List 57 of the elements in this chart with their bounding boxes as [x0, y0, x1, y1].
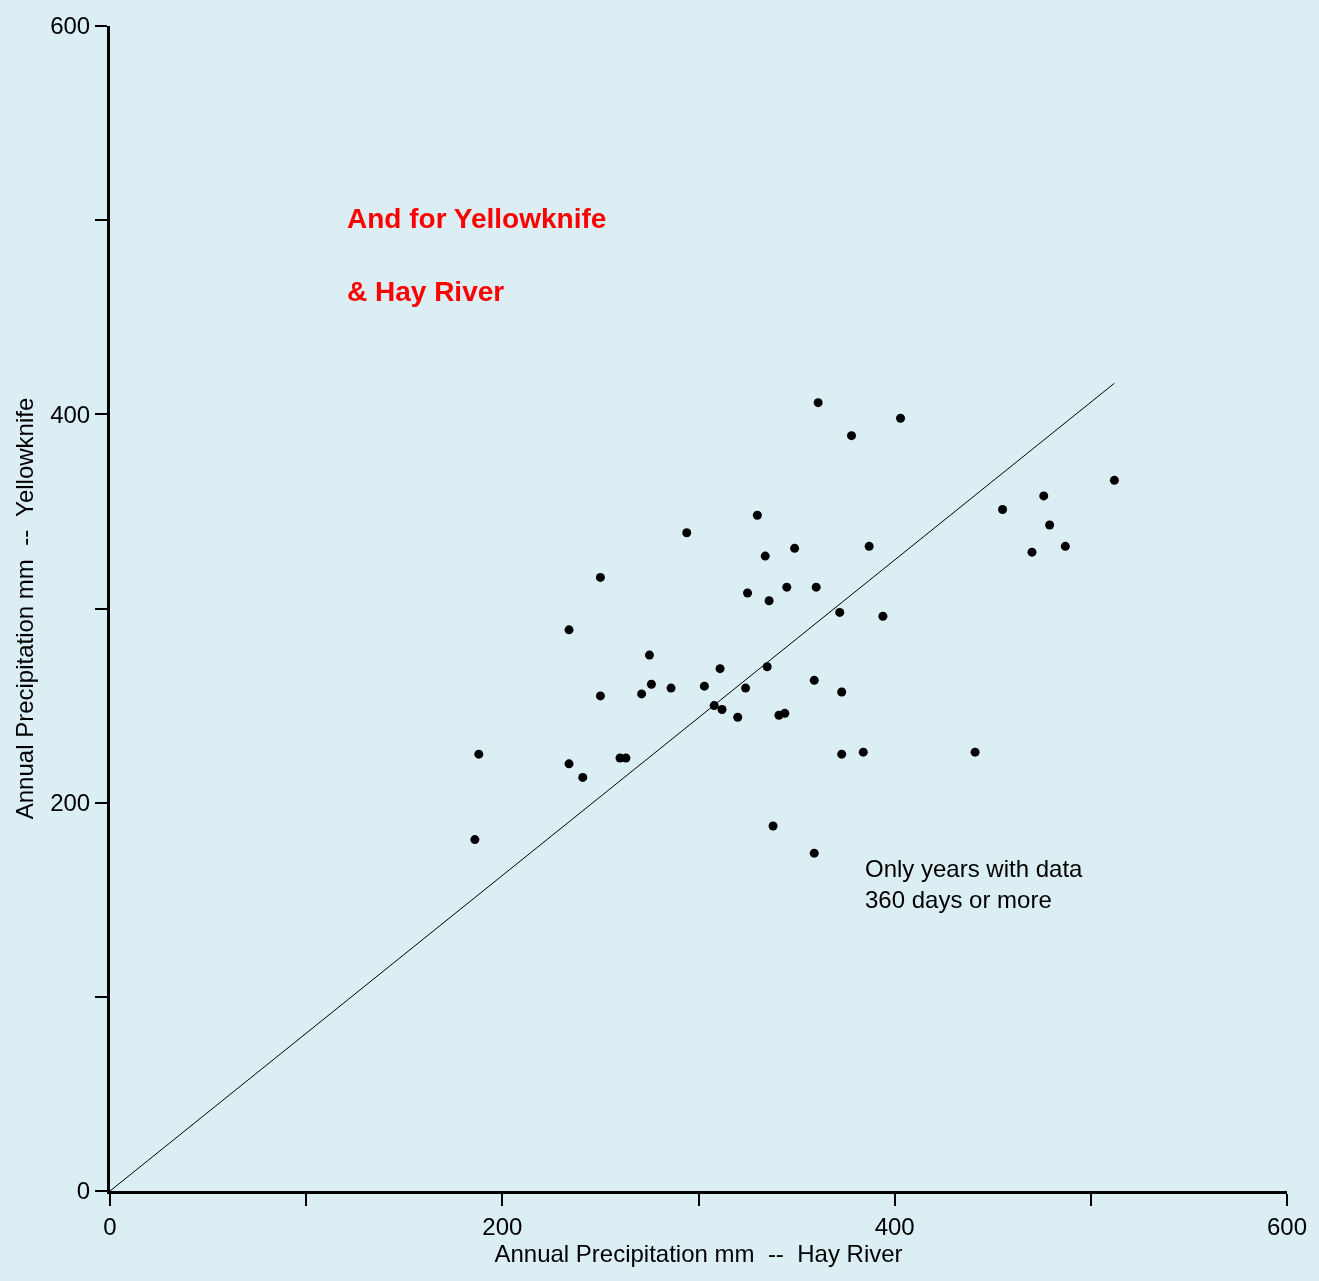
- point: [644, 650, 654, 660]
- point: [764, 596, 774, 606]
- x-axis-title: Annual Precipitation mm -- Hay River: [494, 1239, 903, 1267]
- y-tick-label: 0: [76, 1177, 91, 1205]
- point: [809, 675, 819, 685]
- point: [1109, 475, 1119, 485]
- chart-title: And for Yellowknife & Hay River: [347, 203, 607, 307]
- point: [699, 681, 709, 691]
- point: [474, 749, 484, 759]
- point: [835, 607, 845, 617]
- annotation: Only years with data 360 days or more: [865, 855, 1084, 914]
- point: [896, 413, 906, 423]
- point: [970, 747, 980, 757]
- x-tick-label: 400: [874, 1212, 915, 1240]
- point: [743, 588, 753, 598]
- point: [858, 747, 868, 757]
- point: [809, 848, 819, 858]
- point: [637, 689, 647, 699]
- x-tick-label: 0: [103, 1212, 117, 1240]
- point: [733, 712, 743, 722]
- point: [1039, 491, 1049, 501]
- point: [621, 753, 631, 763]
- point: [595, 691, 605, 701]
- point: [741, 683, 751, 693]
- point: [878, 611, 888, 621]
- point: [790, 543, 800, 553]
- x-tick-label: 600: [1266, 1212, 1308, 1240]
- point: [578, 772, 588, 782]
- point: [837, 687, 847, 697]
- y-tick-label: 600: [50, 12, 91, 40]
- y-tick-label: 200: [50, 789, 91, 817]
- point: [1045, 520, 1055, 530]
- point: [998, 504, 1008, 514]
- point: [1027, 547, 1037, 557]
- y-axis-title: Annual Precipitation mm -- Yellowknife: [11, 397, 39, 820]
- point: [715, 664, 725, 674]
- point: [768, 821, 778, 831]
- point: [752, 510, 762, 520]
- point: [813, 398, 823, 408]
- point: [760, 551, 770, 561]
- point: [595, 572, 605, 582]
- point: [1060, 541, 1070, 551]
- point: [864, 541, 874, 551]
- point: [782, 582, 792, 592]
- point: [470, 835, 480, 845]
- point: [564, 625, 574, 635]
- point: [646, 679, 656, 689]
- y-tick-label: 400: [50, 400, 91, 428]
- point: [564, 759, 574, 769]
- point: [837, 749, 847, 759]
- point: [780, 708, 790, 718]
- point: [717, 704, 727, 714]
- point: [666, 683, 676, 693]
- x-tick-label: 200: [482, 1212, 523, 1240]
- point: [811, 582, 821, 592]
- point: [682, 528, 692, 538]
- point: [847, 431, 857, 441]
